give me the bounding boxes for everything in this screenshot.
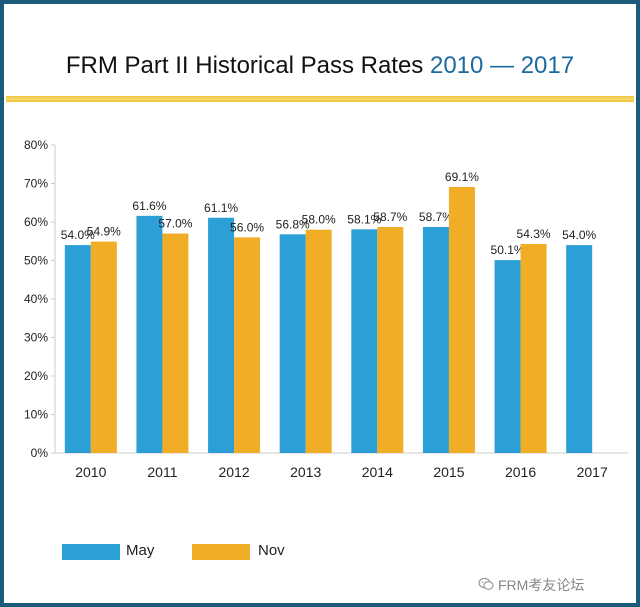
bar-may-2012 [208, 217, 235, 453]
chart-plot-area: 0% 10% 20% 30% 40% 50% 60% 70% 80% 54.0% 54.9% 2010… [6, 108, 634, 488]
y-tick-label: 40% [24, 292, 48, 306]
data-label-nov-2011: 57.0% [158, 217, 192, 231]
bar-may-2015 [422, 227, 449, 453]
bar-nov-2012 [234, 237, 261, 453]
x-tick-label: 2010 [75, 464, 106, 480]
bar-may-2014 [351, 229, 378, 453]
y-tick-label: 60% [24, 215, 48, 229]
y-tick-label: 30% [24, 331, 48, 345]
legend-label-may: May [126, 542, 155, 559]
bar-nov-2016 [520, 243, 547, 453]
title-divider [6, 96, 634, 102]
data-label-nov-2013: 58.0% [302, 213, 336, 227]
title-main: FRM Part II Historical Pass Rates [65, 52, 430, 79]
data-label-nov-2010: 54.9% [87, 225, 121, 239]
data-label-nov-2012: 56.0% [230, 220, 264, 234]
wechat-icon [478, 577, 494, 590]
data-label-nov-2015: 69.1% [445, 170, 479, 184]
y-tick-label: 10% [24, 408, 48, 422]
y-tick-label: 20% [24, 369, 48, 383]
data-label-may-2011: 61.6% [132, 199, 166, 213]
legend-label-nov: Nov [258, 542, 285, 559]
bar-may-2011 [136, 215, 163, 453]
bar-nov-2014 [377, 227, 404, 453]
data-label-may-2012: 61.1% [204, 201, 238, 215]
data-label-may-2010: 54.0% [61, 228, 95, 242]
bar-may-2016 [494, 260, 521, 453]
watermark-text: FRM考友论坛 [498, 577, 585, 593]
bar-may-2010 [64, 245, 91, 453]
data-label-may-2014: 58.1% [347, 212, 381, 226]
bar-chart: 0%10%20%30%40%50%60%70%80%54.0%54.9%2010… [24, 138, 628, 480]
x-tick-label: 2011 [147, 464, 177, 480]
data-label-may-2017: 54.0% [562, 228, 596, 242]
legend-swatch-nov [192, 544, 250, 560]
bar-nov-2011 [162, 233, 189, 453]
y-tick-label: 70% [24, 177, 48, 191]
x-tick-label: 2015 [433, 464, 464, 480]
data-label-nov-2016: 54.3% [517, 227, 551, 241]
data-label-nov-2014: 58.7% [373, 210, 407, 224]
bar-may-2013 [279, 234, 306, 453]
bar-nov-2015 [448, 186, 475, 453]
x-tick-label: 2014 [362, 464, 393, 480]
legend-swatch-may [62, 544, 120, 560]
y-tick-label: 0% [31, 446, 49, 460]
bar-nov-2010 [90, 241, 117, 453]
bar-may-2017 [566, 245, 593, 453]
y-tick-label: 50% [24, 254, 48, 268]
title-years: 2010 — 2017 [429, 52, 575, 79]
x-tick-label: 2013 [290, 464, 321, 480]
x-tick-label: 2016 [505, 464, 536, 480]
chart-title: FRM Part II Historical Pass Rates 2010 —… [4, 52, 636, 80]
x-tick-label: 2012 [218, 464, 249, 480]
data-label-may-2016: 50.1% [491, 243, 525, 257]
data-label-may-2013: 56.8% [276, 217, 310, 231]
data-label-may-2015: 58.7% [419, 210, 453, 224]
bar-nov-2013 [305, 229, 332, 453]
y-tick-label: 80% [24, 138, 48, 152]
x-tick-label: 2017 [577, 464, 608, 480]
